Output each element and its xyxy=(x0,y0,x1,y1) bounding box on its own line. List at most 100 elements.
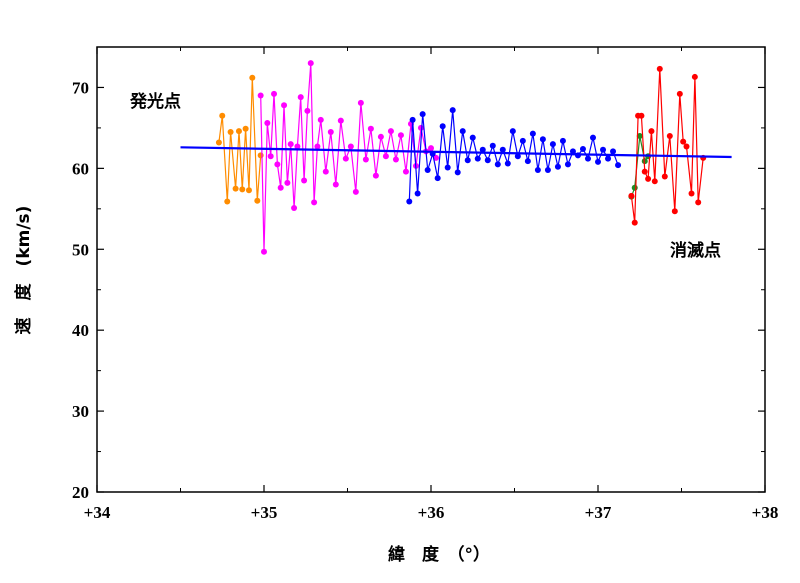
data-point xyxy=(332,181,339,188)
y-tick-label: 60 xyxy=(72,159,89,178)
data-point xyxy=(342,155,349,162)
data-point xyxy=(284,179,291,186)
data-point xyxy=(651,178,658,185)
data-point xyxy=(645,175,652,182)
series-line-magenta xyxy=(260,63,437,252)
y-tick-label: 50 xyxy=(72,240,89,259)
data-point xyxy=(377,133,384,140)
data-point xyxy=(504,160,511,167)
series-line-orange xyxy=(218,77,262,202)
data-point xyxy=(304,107,311,114)
data-point xyxy=(372,172,379,179)
data-point xyxy=(271,90,278,97)
data-point xyxy=(449,107,456,114)
data-point xyxy=(327,128,334,135)
data-point xyxy=(489,142,496,149)
data-point xyxy=(636,133,643,139)
data-point xyxy=(235,128,242,135)
data-point xyxy=(434,175,441,182)
data-point xyxy=(242,125,249,132)
annotation-end: 消滅点 xyxy=(670,240,721,261)
data-point xyxy=(499,146,506,153)
data-point xyxy=(544,166,551,173)
data-point xyxy=(419,111,426,118)
data-point xyxy=(479,146,486,153)
data-point xyxy=(224,198,231,205)
data-point xyxy=(641,168,648,175)
axes: +34 +35 +36 +37 +38 20 30 40 50 60 70 xyxy=(72,47,778,522)
data-point xyxy=(254,197,261,204)
data-point xyxy=(352,188,359,195)
data-point xyxy=(474,155,481,162)
data-point xyxy=(433,154,440,161)
data-point xyxy=(549,141,556,148)
data-point xyxy=(454,169,461,176)
series-magenta xyxy=(257,60,440,255)
y-tick-label: 40 xyxy=(72,321,89,340)
data-point xyxy=(311,199,318,206)
data-point xyxy=(291,205,298,212)
data-point xyxy=(519,137,526,144)
data-point xyxy=(610,148,617,155)
data-point xyxy=(464,157,471,164)
data-point xyxy=(297,94,304,101)
data-point xyxy=(287,141,294,148)
data-point xyxy=(274,161,281,168)
y-axis-title: 速 度 (km/s) xyxy=(13,206,34,335)
data-point xyxy=(656,65,663,72)
data-point xyxy=(589,134,596,141)
data-point xyxy=(307,60,314,67)
data-point xyxy=(245,187,252,194)
x-tick-label: +37 xyxy=(585,503,612,522)
y-tick-label: 70 xyxy=(72,78,89,97)
trend-line xyxy=(180,146,732,159)
data-point xyxy=(680,138,687,145)
data-point xyxy=(257,92,264,99)
data-point xyxy=(387,128,394,135)
data-point xyxy=(392,156,399,163)
data-point xyxy=(631,219,638,226)
series-red xyxy=(628,65,707,226)
data-point xyxy=(695,199,702,206)
data-point xyxy=(688,190,695,197)
data-point xyxy=(514,153,521,160)
data-point xyxy=(294,143,301,150)
data-point xyxy=(232,185,239,192)
data-point xyxy=(605,155,612,162)
x-tick-label: +34 xyxy=(84,503,111,522)
data-point xyxy=(615,162,622,169)
data-point xyxy=(402,168,409,175)
data-point xyxy=(569,148,576,155)
data-point xyxy=(671,208,678,215)
data-point xyxy=(397,132,404,139)
data-point xyxy=(219,112,226,119)
series-orange xyxy=(215,74,264,205)
data-point xyxy=(534,166,541,173)
data-point xyxy=(524,158,531,165)
data-point xyxy=(314,143,321,150)
data-point xyxy=(539,136,546,143)
data-point xyxy=(239,186,246,193)
x-tick-label: +35 xyxy=(251,503,278,522)
data-point xyxy=(406,198,413,205)
x-axis-title: 緯 度 （°） xyxy=(388,544,490,565)
data-point xyxy=(691,73,698,80)
data-point xyxy=(683,143,690,150)
data-point xyxy=(362,156,369,163)
x-tick-label: +38 xyxy=(752,503,779,522)
data-point xyxy=(469,134,476,141)
data-point xyxy=(337,117,344,124)
plot-content xyxy=(180,60,732,255)
data-point xyxy=(227,128,234,135)
data-point xyxy=(529,130,536,137)
data-point xyxy=(579,145,586,152)
data-point xyxy=(215,139,222,146)
y-tick-label: 30 xyxy=(72,402,89,421)
data-point xyxy=(357,99,364,106)
data-point xyxy=(367,125,374,132)
data-point xyxy=(595,158,601,165)
data-point xyxy=(249,74,256,81)
data-point xyxy=(439,123,446,130)
data-point xyxy=(459,128,466,135)
